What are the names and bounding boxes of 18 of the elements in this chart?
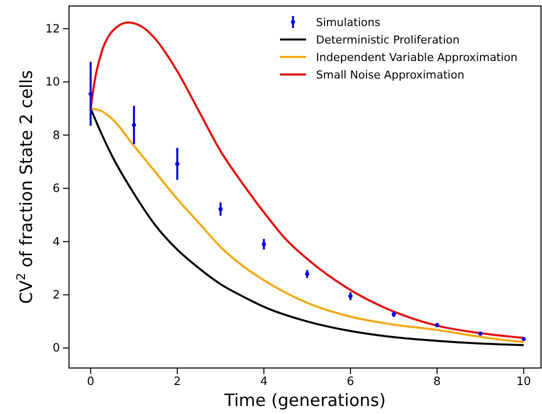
x-tick-label: 10	[516, 374, 531, 388]
x-tick-label: 0	[86, 374, 94, 388]
y-tick-label: 4	[52, 234, 60, 248]
legend-label: Independent Variable Approximation	[316, 51, 518, 64]
x-axis-title: Time (generations)	[223, 391, 386, 411]
x-tick-label: 8	[433, 374, 441, 388]
legend-label: Deterministic Proliferation	[316, 34, 460, 46]
y-tick-label: 10	[45, 74, 60, 89]
x-tick-label: 2	[174, 374, 181, 388]
x-tick-label: 6	[346, 374, 354, 388]
x-tick-label: 4	[260, 374, 268, 388]
y-tick-label: 0	[52, 340, 60, 355]
y-tick-label: 2	[52, 287, 60, 302]
legend-label: Small Noise Approximation	[316, 68, 464, 82]
y-tick-label: 8	[52, 128, 60, 142]
legend-label: Simulations	[316, 16, 381, 29]
y-tick-label: 12	[45, 21, 60, 36]
y-tick-label: 6	[52, 181, 60, 196]
